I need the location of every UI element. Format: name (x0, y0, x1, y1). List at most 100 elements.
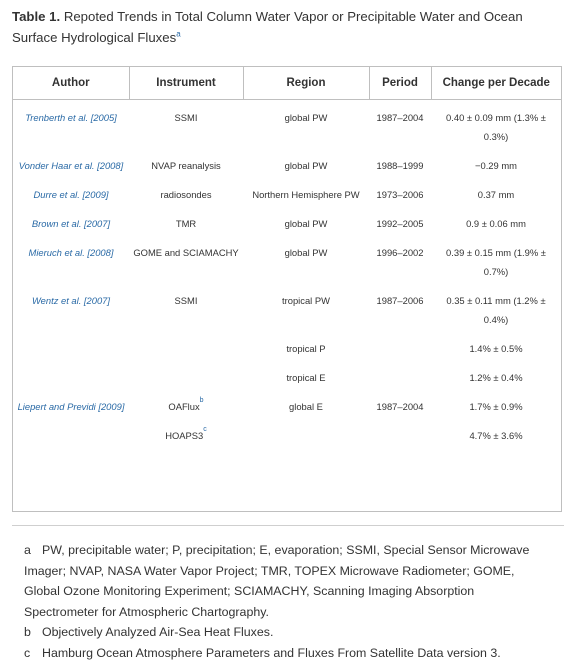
cell-author[interactable] (13, 426, 129, 455)
cell-region: global E (243, 397, 369, 426)
cell-change: 0.9 ± 0.06 mm (431, 214, 561, 243)
cell-instrument: OAFluxb (129, 397, 243, 426)
cell-author[interactable]: Wentz et al. [2007] (13, 291, 129, 339)
cell-period: 1987–2004 (369, 108, 431, 156)
divider (12, 525, 564, 526)
author-year[interactable]: [2008] (85, 247, 114, 258)
cell-change: 4.7% ± 3.6% (431, 426, 561, 455)
cell-period: 1987–2004 (369, 397, 431, 426)
header-instrument: Instrument (129, 67, 243, 100)
author-etal[interactable]: et al. (68, 112, 88, 123)
author-etal[interactable]: et al. (64, 247, 84, 258)
cell-period: 1988–1999 (369, 156, 431, 185)
cell-instrument: SSMI (129, 108, 243, 156)
table-row: tropical P 1.4% ± 0.5% (13, 339, 561, 368)
cell-region: tropical E (243, 368, 369, 397)
cell-instrument: NVAP reanalysis (129, 156, 243, 185)
author-name[interactable]: Liepert and Previdi (18, 401, 96, 412)
caption-text: Repoted Trends in Total Column Water Vap… (12, 9, 523, 45)
cell-change: 1.2% ± 0.4% (431, 368, 561, 397)
instrument-name: NVAP reanalysis (151, 160, 220, 171)
author-year[interactable]: [2008] (95, 160, 124, 171)
cell-period: 1973–2006 (369, 185, 431, 214)
table-row: Brown et al. [2007] TMR global PW 1992–2005… (13, 214, 561, 243)
instrument-name: SSMI (175, 295, 198, 306)
table-row: tropical E 1.2% ± 0.4% (13, 368, 561, 397)
cell-instrument: HOAPS3c (129, 426, 243, 455)
cell-author[interactable] (13, 339, 129, 368)
cell-author[interactable]: Liepert and Previdi [2009] (13, 397, 129, 426)
author-year[interactable]: [2007] (81, 218, 110, 229)
table-row: Durre et al. [2009] radiosondes Northern H… (13, 185, 561, 214)
footnote-text: Objectively Analyzed Air-Sea Heat Fluxes… (42, 625, 273, 639)
cell-change: −0.29 mm (431, 156, 561, 185)
table-row: Wentz et al. [2007] SSMI tropical PW 1987–2… (13, 291, 561, 339)
cell-author[interactable]: Trenberth et al. [2005] (13, 108, 129, 156)
author-year[interactable]: [2005] (88, 112, 117, 123)
footnote-mark: a (24, 540, 42, 561)
cell-period: 1987–2006 (369, 291, 431, 339)
author-etal[interactable]: et al. (60, 189, 80, 200)
table-caption: Table 1. Repoted Trends in Total Column … (12, 6, 552, 48)
cell-region: global PW (243, 214, 369, 243)
author-name[interactable]: Brown (32, 218, 61, 229)
author-name[interactable]: Durre (33, 189, 59, 200)
cell-period (369, 426, 431, 455)
header-region: Region (243, 67, 369, 100)
cell-instrument (129, 339, 243, 368)
author-name[interactable]: Vonder Haar (19, 160, 74, 171)
cell-author[interactable]: Durre et al. [2009] (13, 185, 129, 214)
cell-region: Northern Hemisphere PW (243, 185, 369, 214)
cell-instrument: SSMI (129, 291, 243, 339)
cell-change: 0.39 ± 0.15 mm (1.9% ± 0.7%) (431, 243, 561, 291)
footnote-c: c Hamburg Ocean Atmosphere Parameters and… (24, 643, 544, 663)
caption-footnote-link[interactable]: a (176, 30, 180, 39)
instrument-name: radiosondes (160, 189, 211, 200)
author-name[interactable]: Mieruch (29, 247, 65, 258)
instrument-name: HOAPS3 (165, 430, 203, 441)
cell-change: 0.35 ± 0.11 mm (1.2% ± 0.4%) (431, 291, 561, 339)
cell-change: 1.4% ± 0.5% (431, 339, 561, 368)
cell-region: tropical PW (243, 291, 369, 339)
cell-region (243, 426, 369, 455)
header-author: Author (13, 67, 129, 100)
footnote-b: b Objectively Analyzed Air-Sea Heat Fluxe… (24, 622, 544, 643)
author-etal[interactable]: et al. (61, 295, 81, 306)
cell-change: 0.40 ± 0.09 mm (1.3% ± 0.3%) (431, 108, 561, 156)
cell-author[interactable]: Brown et al. [2007] (13, 214, 129, 243)
table-row: Mieruch et al. [2008] GOME and SCIAMACHY g… (13, 243, 561, 291)
instrument-name: SSMI (175, 112, 198, 123)
cell-instrument: GOME and SCIAMACHY (129, 243, 243, 291)
cell-instrument: TMR (129, 214, 243, 243)
instrument-name: TMR (176, 218, 196, 229)
cell-change: 0.37 mm (431, 185, 561, 214)
instrument-footnote-link[interactable]: b (200, 397, 204, 404)
footnote-mark: c (24, 643, 42, 663)
author-etal[interactable]: et al. (61, 218, 81, 229)
cell-author[interactable]: Mieruch et al. [2008] (13, 243, 129, 291)
cell-change: 1.7% ± 0.9% (431, 397, 561, 426)
author-name[interactable]: Trenberth (25, 112, 68, 123)
author-name[interactable]: Wentz (32, 295, 61, 306)
cell-instrument: radiosondes (129, 185, 243, 214)
author-year[interactable]: [2009] (80, 189, 109, 200)
footnote-mark: b (24, 622, 42, 643)
cell-period (369, 339, 431, 368)
author-etal[interactable]: et al. (74, 160, 94, 171)
author-year[interactable]: [2007] (81, 295, 110, 306)
instrument-footnote-link[interactable]: c (203, 426, 207, 433)
table-row: Vonder Haar et al. [2008] NVAP reanalysis… (13, 156, 561, 185)
footnote-text: Hamburg Ocean Atmosphere Parameters and … (42, 646, 501, 660)
cell-period (369, 368, 431, 397)
footnote-text: PW, precipitable water; P, precipitation… (24, 543, 529, 619)
cell-region: global PW (243, 243, 369, 291)
cell-author[interactable]: Vonder Haar et al. [2008] (13, 156, 129, 185)
header-change: Change per Decade (431, 67, 561, 100)
table-row: HOAPS3c 4.7% ± 3.6% (13, 426, 561, 455)
caption-label: Table 1. (12, 9, 60, 24)
trends-table: Author Instrument Region Period Change p… (13, 67, 561, 455)
cell-author[interactable] (13, 368, 129, 397)
table-body: Trenberth et al. [2005] SSMI global PW 1987… (13, 100, 561, 456)
author-year[interactable]: [2009] (96, 401, 125, 412)
cell-instrument (129, 368, 243, 397)
